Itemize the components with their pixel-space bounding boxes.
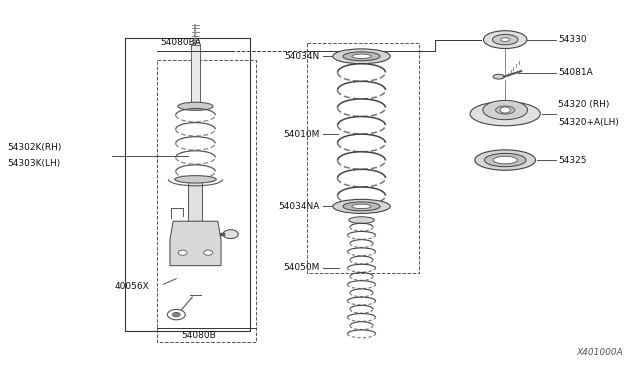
Ellipse shape [349, 217, 374, 224]
Circle shape [500, 107, 510, 113]
Ellipse shape [495, 106, 515, 114]
Circle shape [173, 312, 180, 317]
Text: 54081A: 54081A [558, 68, 593, 77]
Text: 54050M: 54050M [284, 263, 320, 272]
Ellipse shape [475, 150, 536, 170]
Text: 54010M: 54010M [284, 129, 320, 139]
Ellipse shape [493, 74, 504, 79]
Polygon shape [170, 221, 221, 266]
Circle shape [168, 310, 185, 320]
Text: 54302K(RH): 54302K(RH) [7, 143, 61, 152]
Ellipse shape [500, 38, 509, 41]
Ellipse shape [493, 156, 517, 164]
Ellipse shape [484, 153, 526, 167]
Circle shape [223, 230, 238, 238]
Ellipse shape [470, 102, 540, 126]
Ellipse shape [178, 102, 213, 110]
Ellipse shape [343, 202, 380, 211]
Ellipse shape [333, 199, 390, 214]
Text: 54320+A(LH): 54320+A(LH) [558, 118, 619, 127]
Text: 54303K(LH): 54303K(LH) [7, 159, 60, 168]
Ellipse shape [352, 204, 371, 209]
Text: 54034NA: 54034NA [278, 202, 320, 211]
Text: 54330: 54330 [558, 35, 587, 44]
Text: 40056X: 40056X [115, 282, 149, 291]
Ellipse shape [175, 176, 216, 183]
Ellipse shape [333, 49, 390, 64]
Text: X401000A: X401000A [577, 348, 623, 357]
Text: 54320 (RH): 54320 (RH) [558, 100, 609, 109]
Text: 54080B: 54080B [181, 331, 216, 340]
Circle shape [178, 250, 187, 255]
Text: 54034N: 54034N [285, 52, 320, 61]
Circle shape [204, 250, 212, 255]
Ellipse shape [483, 100, 527, 120]
Ellipse shape [492, 35, 518, 45]
Ellipse shape [352, 54, 371, 58]
Ellipse shape [483, 31, 527, 48]
Bar [191, 45, 200, 105]
Bar [188, 180, 202, 262]
Text: 54080BA: 54080BA [161, 38, 201, 47]
Ellipse shape [343, 52, 380, 61]
Text: 54325: 54325 [558, 155, 587, 164]
